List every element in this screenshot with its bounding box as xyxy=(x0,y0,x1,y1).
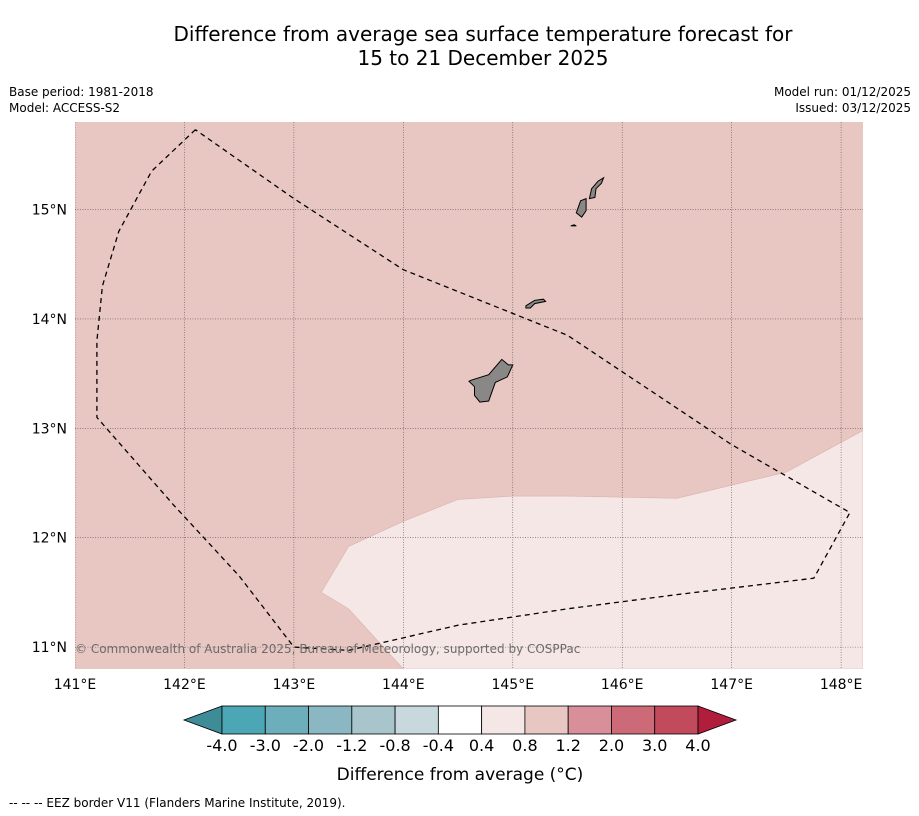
colorbar-bin xyxy=(351,705,396,735)
lon-tick-label: 144°E xyxy=(382,677,425,693)
colorbar-bin xyxy=(567,705,612,735)
colorbar-tick-label: 0.8 xyxy=(512,736,537,755)
anomaly-region-0-4-to-0-8 xyxy=(75,122,863,669)
colorbar-tick-label: -0.8 xyxy=(379,736,410,755)
meta-left: Base period: 1981-2018 Model: ACCESS-S2 xyxy=(9,84,154,116)
island-tinian xyxy=(575,197,587,218)
lon-tick-label: 141°E xyxy=(54,677,97,693)
colorbar-over-arrow xyxy=(697,705,738,735)
island-aguijan xyxy=(570,224,577,227)
eez-border-line xyxy=(96,129,851,652)
copyright-text: © Commonwealth of Australia 2025, Bureau… xyxy=(75,642,580,656)
colorbar-bin xyxy=(481,705,526,735)
model-run: Model run: 01/12/2025 xyxy=(773,85,911,99)
lon-tick-label: 145°E xyxy=(491,677,534,693)
colorbar-tick-label: 4.0 xyxy=(685,736,710,755)
colorbar-bin xyxy=(524,705,569,735)
model-name: Model: ACCESS-S2 xyxy=(9,101,121,115)
colorbar-bin xyxy=(437,705,483,735)
colorbar-tick-label: 0.4 xyxy=(469,736,494,755)
lat-tick-label: 11°N xyxy=(32,640,67,656)
colorbar: -4.0 -3.0 -2.0 -1.2 -0.8 -0.4 0.4 0.8 1.2 2.0 3.0 4… xyxy=(182,705,738,785)
base-period: Base period: 1981-2018 xyxy=(9,85,154,99)
lon-tick-label: 147°E xyxy=(710,677,753,693)
colorbar-bin xyxy=(221,705,266,735)
colorbar-tick-label: -4.0 xyxy=(206,736,237,755)
colorbar-bin xyxy=(264,705,309,735)
lat-tick-label: 14°N xyxy=(32,312,67,328)
colorbar-bin xyxy=(654,705,699,735)
colorbar-tick-label: 1.2 xyxy=(555,736,580,755)
colorbar-tick-label: 3.0 xyxy=(642,736,667,755)
longitude-tick-labels: 141°E 142°E 143°E 144°E 145°E 146°E 147°E 148°E xyxy=(54,677,863,693)
title-line-2: 15 to 21 December 2025 xyxy=(357,46,609,70)
colorbar-label: Difference from average (°C) xyxy=(337,765,584,785)
anomaly-region-light xyxy=(320,430,863,669)
islands xyxy=(468,176,605,403)
lat-tick-label: 13°N xyxy=(32,421,67,437)
chart-title: Difference from average sea surface temp… xyxy=(60,22,906,70)
lon-tick-label: 148°E xyxy=(820,677,863,693)
lon-tick-label: 146°E xyxy=(601,677,644,693)
colorbar-tick-label: -3.0 xyxy=(250,736,281,755)
island-rota xyxy=(525,298,547,309)
issued-date: Issued: 03/12/2025 xyxy=(795,101,911,115)
island-guam xyxy=(468,358,514,403)
colorbar-bin xyxy=(611,705,656,735)
island-saipan xyxy=(588,176,605,200)
lat-tick-label: 15°N xyxy=(32,203,67,219)
colorbar-tick-label: -1.2 xyxy=(336,736,367,755)
lat-tick-label: 12°N xyxy=(32,531,67,547)
lon-tick-label: 143°E xyxy=(273,677,316,693)
colorbar-bin xyxy=(308,705,353,735)
title-line-1: Difference from average sea surface temp… xyxy=(173,22,793,46)
gridlines xyxy=(75,122,863,669)
colorbar-tick-label: 2.0 xyxy=(599,736,624,755)
latitude-tick-labels: 15°N 14°N 13°N 12°N 11°N xyxy=(32,203,67,657)
colorbar-under-arrow xyxy=(182,705,223,735)
meta-right: Model run: 01/12/2025 Issued: 03/12/2025 xyxy=(774,84,911,116)
colorbar-tick-label: -0.4 xyxy=(423,736,454,755)
lon-tick-label: 142°E xyxy=(163,677,206,693)
colorbar-bin xyxy=(394,705,439,735)
colorbar-tick-label: -2.0 xyxy=(293,736,324,755)
eez-legend-note: -- -- -- EEZ border V11 (Flanders Marine… xyxy=(9,796,346,810)
